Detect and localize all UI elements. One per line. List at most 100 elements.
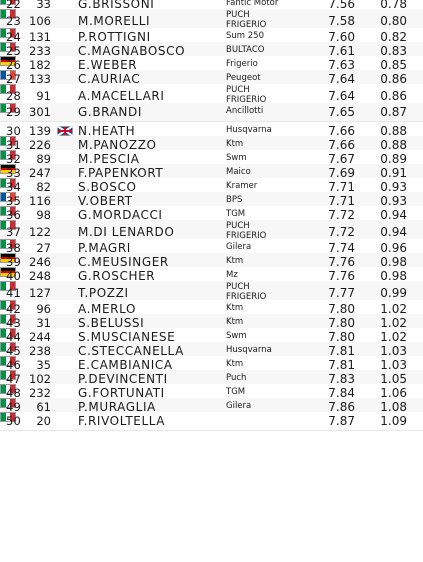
gap-cell: 0.93 — [380, 194, 407, 208]
motorcycle-line: Ktm — [226, 317, 244, 328]
motorcycle-cell: Puch — [226, 370, 316, 388]
rider-number-cell: 248 — [29, 269, 51, 283]
rider-name-cell: E.WEBER — [78, 58, 138, 72]
motorcycle-cell: Husqvarna — [226, 342, 316, 360]
position-cell: 36 — [6, 208, 22, 222]
rider-number-cell: 27 — [36, 241, 51, 255]
motorcycle-cell: BPS — [226, 192, 316, 210]
motorcycle-line: TGM — [226, 209, 246, 220]
motorcycle-cell: Swm — [226, 150, 316, 168]
motorcycle-cell: Sum 250 — [226, 28, 316, 46]
gap-cell: 0.86 — [380, 88, 407, 103]
rider-name-cell: T.POZZI — [78, 285, 129, 300]
position-cell: 23 — [6, 13, 22, 28]
gap-cell: 0.98 — [380, 269, 407, 283]
italy-flag-icon — [0, 220, 16, 230]
rider-number-cell: 131 — [29, 30, 51, 44]
position-cell: 49 — [6, 400, 22, 414]
motorcycle-line: BPS — [226, 195, 243, 206]
gap-cell: 0.86 — [380, 72, 407, 86]
italy-flag-icon — [0, 206, 16, 216]
position-cell: 28 — [6, 88, 22, 103]
motorcycle-line: Ktm — [226, 139, 244, 150]
motorcycle-line: Swm — [226, 331, 247, 342]
motorcycle-cell: Fantic Motor — [226, 0, 316, 13]
time-cell: 7.58 — [328, 13, 355, 28]
motorcycle-line: PUCH — [226, 221, 250, 231]
motorcycle-line: Kramer — [226, 181, 258, 192]
gap-cell: 0.94 — [380, 224, 407, 239]
time-cell: 7.67 — [328, 152, 355, 166]
italy-flag-icon — [0, 281, 16, 291]
italy-flag-icon — [0, 342, 16, 352]
rider-name-cell: P.ROTTIGNI — [78, 30, 151, 44]
motorcycle-line: FRIGERIO — [226, 94, 267, 105]
motorcycle-line: FRIGERIO — [226, 230, 267, 241]
motorcycle-cell: Husqvarna — [226, 122, 316, 140]
rider-name-cell: C.STECCANELLA — [78, 344, 184, 358]
motorcycle-line: Mz — [226, 270, 238, 281]
position-cell: 48 — [6, 386, 22, 400]
italy-flag-icon — [0, 178, 16, 188]
motorcycle-cell: Ktm — [226, 356, 316, 374]
rider-name-cell: N.HEATH — [78, 124, 136, 138]
rider-number-cell: 91 — [36, 88, 51, 103]
position-cell: 37 — [6, 224, 22, 239]
gap-cell: 0.83 — [380, 44, 407, 58]
motorcycle-cell: Ktm — [226, 314, 316, 332]
position-cell: 22 — [6, 0, 22, 11]
rider-name-cell: F.PAPENKORT — [78, 166, 164, 180]
motorcycle-cell: Kramer — [226, 178, 316, 196]
rider-number-cell: 122 — [29, 224, 51, 239]
rider-name-cell: G.ROSCHER — [78, 269, 156, 283]
time-cell: 7.76 — [328, 255, 355, 269]
rider-number-cell: 244 — [29, 330, 51, 344]
rider-number-cell: 31 — [36, 316, 51, 330]
time-cell: 7.81 — [328, 358, 355, 372]
time-cell: 7.71 — [328, 180, 355, 194]
rider-name-cell: V.OBERT — [78, 194, 133, 208]
italy-flag-icon — [0, 412, 16, 422]
motorcycle-line: PUCH — [226, 282, 250, 292]
gap-cell: 0.99 — [380, 285, 407, 300]
motorcycle-cell: Peugeot — [226, 70, 316, 88]
gap-cell: 1.03 — [380, 358, 407, 372]
rider-name-cell: G.FORTUNATI — [78, 386, 165, 400]
gap-cell: 1.06 — [380, 386, 407, 400]
france-flag-icon — [0, 192, 16, 202]
time-cell: 7.64 — [328, 72, 355, 86]
rider-number-cell: 102 — [29, 372, 51, 386]
rider-number-cell: 33 — [36, 0, 51, 11]
position-cell: 33 — [6, 166, 22, 180]
rider-name-cell: S.BOSCO — [78, 180, 137, 194]
motorcycle-line: Puch — [226, 373, 247, 384]
rider-name-cell: P.MURAGLIA — [78, 400, 156, 414]
italy-flag-icon — [0, 28, 16, 38]
motorcycle-line: Ktm — [226, 359, 244, 370]
motorcycle-cell: Mz — [226, 267, 316, 285]
time-cell: 7.66 — [328, 124, 355, 138]
position-cell: 30 — [6, 124, 22, 138]
italy-flag-icon — [0, 328, 16, 338]
position-cell: 31 — [6, 138, 22, 152]
italy-flag-icon — [0, 239, 16, 249]
position-cell: 42 — [6, 302, 22, 316]
germany-flag-icon — [0, 267, 16, 277]
rider-name-cell: P.MAGRI — [78, 241, 131, 255]
time-cell: 7.63 — [328, 58, 355, 72]
france-flag-icon — [0, 70, 16, 80]
rider-name-cell: S.MUSCIANESE — [78, 330, 176, 344]
gap-cell: 0.93 — [380, 180, 407, 194]
motorcycle-line: FRIGERIO — [226, 291, 267, 302]
gap-cell: 1.02 — [380, 302, 407, 316]
italy-flag-icon — [0, 0, 16, 5]
rider-name-cell: F.RIVOLTELLA — [78, 414, 166, 428]
position-cell: 29 — [6, 105, 22, 119]
result-row: 50 20 F.RIVOLTELLA 7.87 1.09 — [0, 412, 423, 431]
italy-flag-icon — [0, 42, 16, 52]
motorcycle-line: Husqvarna — [226, 125, 272, 136]
time-cell: 7.87 — [328, 414, 355, 428]
position-cell: 45 — [6, 344, 22, 358]
rider-name-cell: E.CAMBIANICA — [78, 358, 173, 372]
rider-name-cell: M.PANOZZO — [78, 138, 157, 152]
